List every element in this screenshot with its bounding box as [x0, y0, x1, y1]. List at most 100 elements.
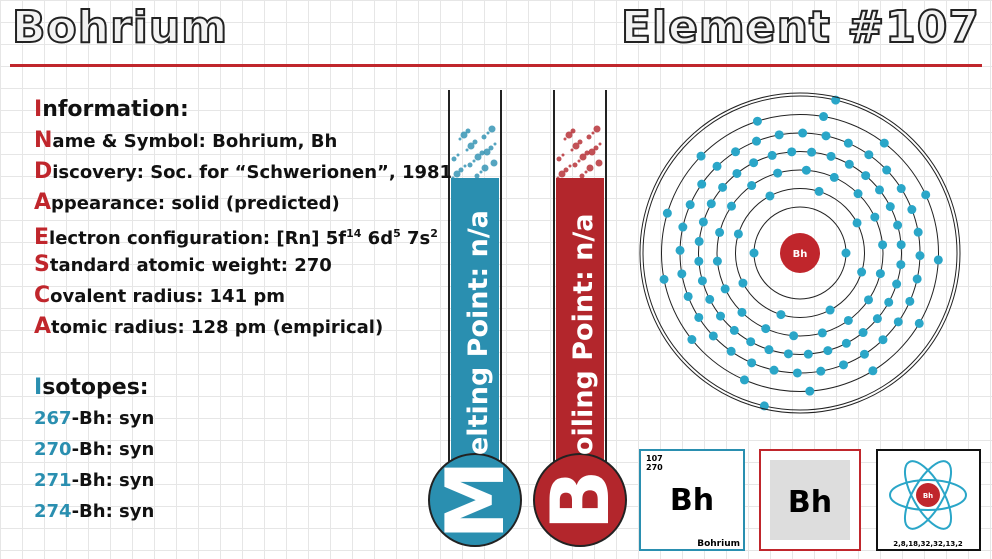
electron [749, 158, 759, 168]
bubble [586, 134, 592, 140]
electron [773, 168, 783, 178]
electron [720, 284, 730, 294]
electron [843, 315, 853, 325]
electron [749, 248, 759, 258]
electron [697, 179, 707, 189]
text: Atomic radius: 128 pm (empirical) [34, 314, 384, 339]
title-rule [10, 64, 982, 67]
bubble [453, 170, 461, 178]
bubble [577, 139, 583, 145]
electron [694, 236, 704, 246]
shell [698, 151, 902, 355]
bulb [533, 453, 627, 547]
info-item: Appearance: solid (predicted) [34, 187, 452, 218]
electron [914, 318, 924, 328]
isotope: 271-Bh: syn [34, 465, 154, 496]
electron [819, 112, 829, 122]
shell [661, 114, 939, 392]
electron [915, 251, 925, 261]
electron [685, 200, 695, 210]
tile [639, 449, 745, 551]
mass: 270 [34, 439, 72, 460]
point-initial: B [534, 470, 627, 531]
bubble [586, 164, 594, 172]
electron [708, 331, 718, 341]
electron [792, 368, 802, 378]
electron [752, 116, 762, 126]
electron [767, 150, 777, 160]
electron [774, 130, 784, 140]
nucleus-symbol: Bh [793, 249, 808, 260]
electron [933, 255, 943, 265]
information: Information: Name & Symbol: Bohrium, Bh … [34, 94, 452, 342]
electron [878, 335, 888, 345]
electron [826, 151, 836, 161]
electron [838, 360, 848, 370]
electron [870, 212, 880, 222]
bubble [474, 153, 482, 161]
bubble [598, 142, 602, 146]
bubble [481, 164, 489, 172]
electron [764, 345, 774, 355]
electron [821, 131, 831, 141]
bubble [572, 142, 580, 150]
bubble [591, 131, 595, 135]
electron [805, 386, 815, 396]
electron [843, 138, 853, 148]
electron [884, 297, 894, 307]
electron [825, 305, 835, 315]
info-item: Electron configuration: [Rn] 5f14 6d5 7s… [34, 218, 452, 250]
bubble [458, 137, 462, 141]
electron [776, 310, 786, 320]
electron [726, 201, 736, 211]
electron [829, 172, 839, 182]
bubble [563, 137, 567, 141]
electron [803, 349, 813, 359]
info-item: Name & Symbol: Bohrium, Bh [34, 125, 452, 156]
info-item: Standard atomic weight: 270 [34, 249, 452, 280]
electron [696, 151, 706, 161]
electron [752, 136, 762, 146]
electron [697, 276, 707, 286]
electron [859, 349, 869, 359]
isotope: 274-Bh: syn [34, 496, 154, 527]
electron [879, 138, 889, 148]
electron [896, 260, 906, 270]
orbit [903, 460, 953, 530]
atomic-number: 107 [646, 454, 663, 463]
info-item: Atomic radius: 128 pm (empirical) [34, 311, 452, 342]
bubble [474, 173, 480, 179]
electron [731, 147, 741, 157]
electron [761, 324, 771, 334]
electron [783, 349, 793, 359]
electron [733, 229, 743, 239]
electron [705, 294, 715, 304]
electron [814, 186, 824, 196]
bubble [561, 153, 565, 157]
bubble [595, 159, 603, 167]
electron [896, 240, 906, 250]
tile-symbol: Bh [788, 485, 832, 520]
bubble [481, 134, 487, 140]
electron [912, 274, 922, 284]
electron [718, 182, 728, 192]
electron [747, 181, 757, 191]
electron [675, 245, 685, 255]
liquid [556, 178, 604, 478]
electron [677, 269, 687, 279]
electron [905, 296, 915, 306]
electron [858, 328, 868, 338]
bubble [579, 173, 585, 179]
electron [852, 218, 862, 228]
electron [875, 269, 885, 279]
bubble [463, 164, 467, 168]
bubble [593, 145, 599, 151]
electron [765, 191, 775, 201]
electron [729, 325, 739, 335]
electron [715, 311, 725, 321]
bubble [572, 162, 578, 168]
tile-symbol: Bh [670, 483, 714, 518]
electron [841, 338, 851, 348]
